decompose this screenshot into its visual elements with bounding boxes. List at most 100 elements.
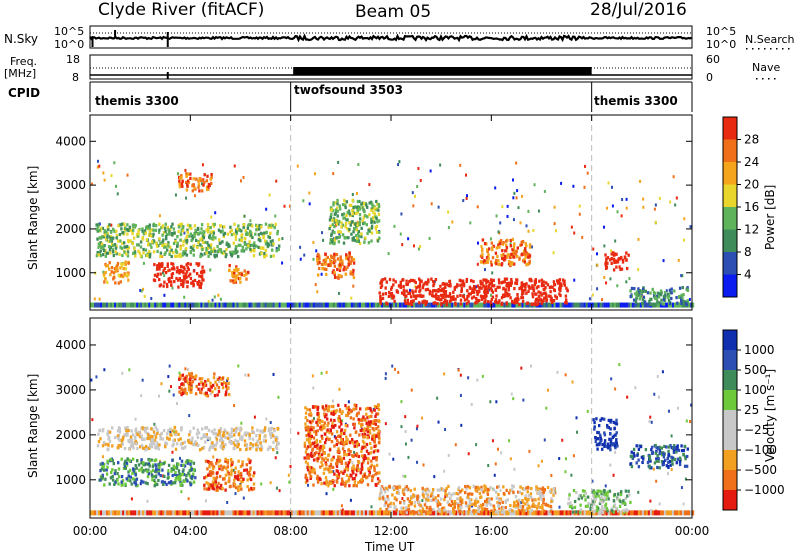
velocity-cell bbox=[180, 387, 183, 391]
velocity-ground-cell bbox=[256, 510, 259, 516]
velocity-cell bbox=[259, 429, 262, 433]
power-speckle bbox=[312, 257, 315, 261]
velocity-ground-cell bbox=[230, 510, 233, 516]
power-speckle bbox=[308, 191, 311, 195]
power-cell bbox=[418, 284, 422, 288]
power-speckle bbox=[639, 179, 642, 183]
power-cell bbox=[465, 277, 469, 282]
velocity-cell bbox=[187, 388, 191, 392]
velocity-cell bbox=[536, 504, 539, 508]
power-ground-cell bbox=[651, 302, 655, 308]
power-cell bbox=[185, 247, 188, 251]
power-cell bbox=[211, 237, 214, 241]
velocity-ground-cell bbox=[649, 510, 653, 516]
power-ground-cell bbox=[208, 302, 211, 308]
velocity-cell bbox=[307, 432, 310, 437]
power-cell bbox=[432, 282, 436, 286]
velocity-cell bbox=[203, 487, 206, 491]
velocity-cell bbox=[154, 425, 157, 430]
power-ground-cell bbox=[405, 302, 408, 308]
velocity-cell bbox=[497, 484, 501, 489]
power-cell bbox=[657, 295, 661, 299]
velocity-cell bbox=[149, 444, 152, 448]
velocity-cell bbox=[216, 488, 219, 492]
power-speckle bbox=[93, 297, 96, 301]
power-cell bbox=[544, 286, 547, 290]
power-speckle bbox=[158, 214, 161, 218]
velocity-speckle bbox=[682, 502, 685, 506]
power-cell bbox=[103, 233, 106, 237]
power-speckle bbox=[412, 204, 415, 208]
power-cell bbox=[329, 241, 332, 245]
power-cell bbox=[618, 265, 621, 269]
power-cell bbox=[502, 253, 505, 257]
power-cell bbox=[102, 247, 105, 251]
power-speckle bbox=[674, 203, 677, 207]
power-cell bbox=[199, 243, 202, 247]
power-cell bbox=[101, 245, 105, 249]
velocity-speckle bbox=[476, 378, 479, 382]
power-cell bbox=[152, 232, 155, 236]
power-cell bbox=[346, 227, 349, 231]
power-cell bbox=[278, 244, 281, 248]
velocity-cell bbox=[312, 453, 316, 457]
power-cell bbox=[395, 290, 399, 294]
power-speckle bbox=[210, 215, 213, 219]
power-cell bbox=[352, 275, 356, 280]
velocity-cell bbox=[215, 440, 219, 445]
power-cell bbox=[341, 259, 344, 263]
power-cell bbox=[537, 294, 541, 298]
velocity-speckle bbox=[289, 464, 292, 468]
power-ground-cell bbox=[350, 302, 354, 308]
velocity-speckle bbox=[564, 373, 567, 377]
velocity-cell bbox=[337, 419, 340, 423]
power-ground-cell bbox=[523, 302, 526, 308]
power-cell bbox=[148, 230, 152, 234]
power-speckle bbox=[158, 230, 161, 234]
velocity-cell bbox=[140, 467, 143, 471]
power-cell bbox=[466, 289, 469, 293]
velocity-cell bbox=[342, 456, 346, 460]
power-cell bbox=[431, 290, 434, 294]
power-cell bbox=[340, 225, 343, 229]
velocity-cell bbox=[142, 446, 145, 450]
power-cell bbox=[491, 290, 495, 294]
velocity-cell bbox=[174, 478, 177, 483]
velocity-cell bbox=[326, 436, 329, 440]
velocity-speckle bbox=[460, 423, 463, 427]
power-cell bbox=[405, 294, 408, 298]
velocity-ground-cell bbox=[196, 510, 199, 516]
power-cell bbox=[344, 204, 347, 208]
power-cell bbox=[632, 298, 636, 302]
power-cell bbox=[258, 227, 261, 231]
velocity-ground-cell bbox=[529, 510, 532, 516]
power-ground-cell bbox=[212, 302, 215, 308]
legend-dot bbox=[768, 78, 770, 80]
power-cell bbox=[249, 230, 252, 235]
velocity-cell bbox=[347, 479, 350, 483]
velocity-cell bbox=[238, 473, 241, 477]
velocity-ground-cell bbox=[254, 510, 257, 516]
power-cell bbox=[437, 297, 440, 301]
velocity-cell bbox=[181, 470, 185, 474]
power-speckle bbox=[183, 231, 186, 235]
power-speckle bbox=[312, 240, 315, 244]
velocity-speckle bbox=[653, 392, 656, 396]
velocity-cell bbox=[160, 431, 163, 435]
power-cell bbox=[212, 234, 215, 239]
power-speckle bbox=[302, 199, 305, 203]
velocity-cell bbox=[164, 444, 167, 448]
power-cell bbox=[192, 248, 195, 252]
power-speckle bbox=[475, 285, 478, 289]
power-cell bbox=[345, 218, 348, 222]
velocity-cell bbox=[255, 442, 258, 446]
power-cell bbox=[185, 240, 188, 244]
velocity-cell bbox=[146, 447, 149, 451]
power-cell bbox=[533, 302, 536, 306]
power-cell bbox=[563, 281, 566, 285]
velocity-speckle bbox=[233, 404, 236, 408]
velocity-speckle bbox=[680, 486, 683, 490]
power-cell bbox=[234, 237, 237, 241]
power-cell bbox=[333, 220, 337, 224]
power-cell bbox=[418, 277, 421, 281]
